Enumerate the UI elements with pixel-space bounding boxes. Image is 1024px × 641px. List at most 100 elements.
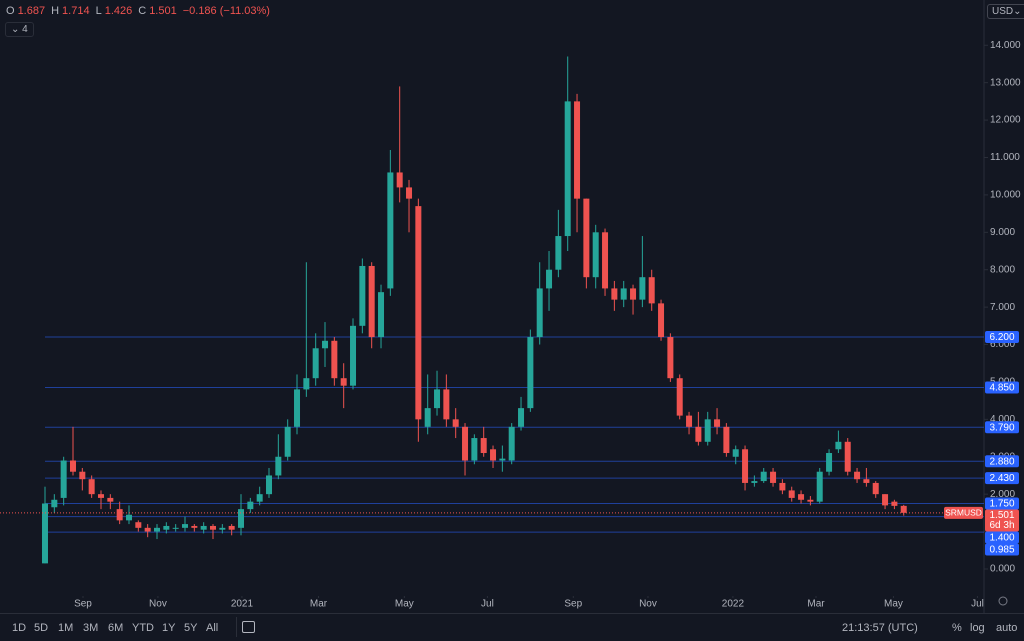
candle-body [41, 503, 48, 564]
x-tick-label: 2022 [722, 599, 745, 610]
ohlc-value: 1.501 [149, 5, 177, 17]
option[interactable]: auto [996, 622, 1018, 634]
candle-body [611, 288, 618, 300]
ohlc-key: H [51, 5, 60, 17]
level-label: 2.430 [989, 473, 1014, 484]
indicator-count: 4 [22, 24, 28, 35]
candle-body [247, 501, 254, 510]
candle-body [564, 101, 571, 237]
level-label: 4.850 [989, 383, 1014, 394]
x-tick-label: Nov [639, 599, 657, 610]
candle-body [424, 408, 431, 427]
date-range-icon[interactable] [242, 621, 255, 633]
symbol-tag-box [944, 506, 983, 519]
candle-body [471, 438, 478, 461]
candle-body [312, 348, 319, 379]
option[interactable]: % [952, 622, 962, 634]
range-button[interactable]: 3M [83, 622, 99, 634]
ohlc-key: O [6, 5, 15, 17]
level-label-box [985, 381, 1019, 394]
y-tick-label: 13.000 [990, 77, 1021, 88]
candle-body [275, 456, 282, 476]
candle-body [172, 527, 179, 529]
range-button[interactable]: 5D [34, 622, 49, 634]
level-label: 3.790 [989, 422, 1014, 433]
range-button[interactable]: All [206, 622, 219, 634]
level-label-box [985, 331, 1019, 344]
candle-body [863, 479, 870, 483]
candle-body [900, 505, 907, 513]
candle-body [79, 471, 86, 480]
countdown: 6d 3h [989, 520, 1014, 531]
candle-body [667, 337, 674, 379]
candle-body [97, 494, 104, 498]
x-tick-label: Sep [564, 599, 582, 610]
candle-body [107, 497, 114, 502]
y-tick-label: 14.000 [990, 40, 1021, 51]
y-tick-label: 9.000 [990, 227, 1015, 238]
candle-body [844, 441, 851, 472]
level-label: 2.880 [989, 456, 1014, 467]
x-tick-label: Mar [807, 599, 825, 610]
x-tick-label: Sep [74, 599, 92, 610]
candle-body [555, 236, 562, 270]
candle-body [882, 494, 889, 506]
candle-body [676, 378, 683, 416]
indicators-toggle[interactable]: ⌄ 4 [5, 22, 34, 37]
level-label-box [985, 531, 1019, 544]
candle-body [480, 438, 487, 454]
candle-body [854, 471, 861, 480]
candle-body [219, 527, 226, 530]
candle-body [630, 288, 637, 300]
last-price: 1.501 [989, 510, 1014, 521]
range-button[interactable]: 1D [12, 622, 27, 634]
ohlc-key: L [95, 5, 102, 17]
level-label-box [985, 472, 1019, 485]
x-tick-label: Mar [310, 599, 328, 610]
candle-body [583, 198, 590, 278]
bottom-bar: 21:13:57 (UTC) % log auto 1D 5D 1M 3M 6M YTD 1… [0, 613, 1024, 641]
separator [236, 617, 237, 637]
candle-body [499, 458, 506, 461]
currency-select[interactable]: USD⌄ [987, 4, 1024, 19]
range-button[interactable]: 6M [108, 622, 124, 634]
settings-icon[interactable] [998, 596, 1008, 606]
candle-body [238, 509, 245, 528]
level-label-box [985, 543, 1019, 556]
candle-body [592, 232, 599, 278]
candle-body [331, 340, 338, 379]
option[interactable]: log [970, 622, 985, 634]
candle-body [462, 426, 469, 461]
candle-body [144, 527, 151, 532]
range-button[interactable]: 1Y [162, 622, 176, 634]
candle-body [490, 449, 497, 461]
candle-body [639, 277, 646, 300]
candle-body [88, 479, 95, 495]
ohlc-value: 1.714 [62, 5, 90, 17]
y-tick-label: 11.000 [990, 152, 1020, 163]
y-tick-label: 2.000 [990, 489, 1015, 500]
candle-body [284, 426, 291, 457]
candle-body [350, 325, 357, 386]
level-label-box [985, 497, 1019, 510]
y-tick-label: 0.000 [990, 564, 1015, 575]
ohlc-key: C [138, 5, 147, 17]
range-button[interactable]: 1M [58, 622, 74, 634]
candle-body [434, 389, 441, 409]
candle-body [620, 288, 627, 300]
candle-body [368, 265, 375, 338]
range-button[interactable]: 5Y [184, 622, 198, 634]
change: −0.186 (−11.03%) [182, 5, 270, 17]
x-tick-label: 2021 [231, 599, 254, 610]
range-button[interactable]: YTD [132, 622, 154, 634]
candle-body [415, 206, 422, 420]
x-tick-label: Nov [149, 599, 167, 610]
candle-body [704, 419, 711, 442]
y-tick-label: 7.000 [990, 302, 1015, 313]
candle-body [779, 482, 786, 491]
x-tick-label: May [884, 599, 903, 610]
candle-body [508, 426, 515, 461]
y-tick-label: 6.000 [990, 339, 1015, 350]
candle-body [518, 408, 525, 427]
candle-body [163, 525, 170, 530]
